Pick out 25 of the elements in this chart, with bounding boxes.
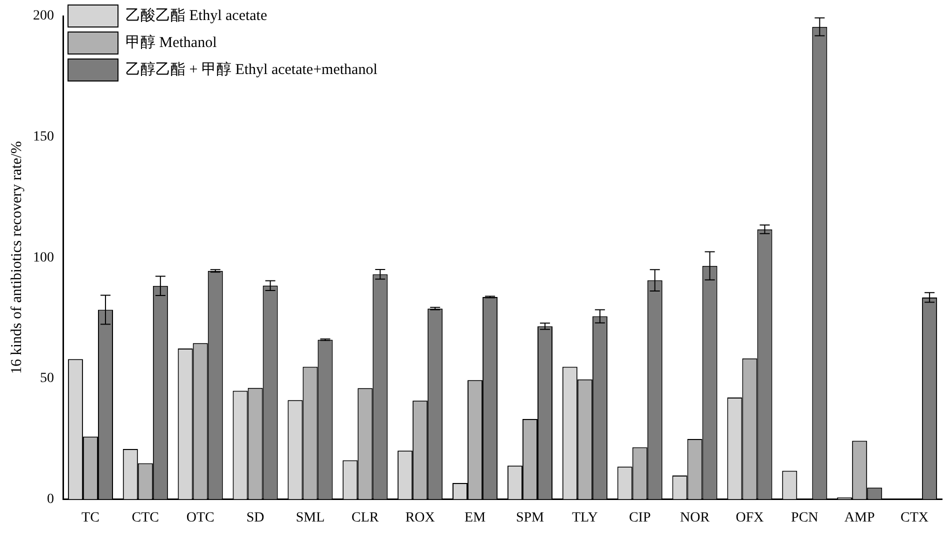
x-tick-label: CTC <box>132 510 160 526</box>
y-tick-label: 200 <box>33 8 54 24</box>
x-tick-label: CLR <box>352 510 380 526</box>
x-tick-label: NOR <box>680 510 710 526</box>
x-tick-label: PCN <box>791 510 818 526</box>
y-axis-title: 16 kinds of antibiotics recovery rate/% <box>8 141 25 374</box>
x-tick-label: SPM <box>516 510 545 526</box>
y-tick-label: 100 <box>33 250 54 266</box>
x-tick-label: EM <box>464 510 486 526</box>
x-tick-label: TC <box>82 510 100 526</box>
x-tick-label: SML <box>296 510 325 526</box>
x-tick-label: AMP <box>844 510 875 526</box>
x-tick-label: OFX <box>736 510 764 526</box>
x-tick-label: SD <box>246 510 264 526</box>
x-tick-label: TLY <box>572 510 598 526</box>
x-tick-label: CIP <box>628 510 651 526</box>
legend-label: 甲醇 Methanol <box>126 34 217 51</box>
x-tick-label: CTX <box>900 510 929 526</box>
legend-label: 乙醇乙酯 + 甲醇 Ethyl acetate+methanol <box>126 60 378 78</box>
x-tick-label: OTC <box>186 510 214 526</box>
y-tick-label: 0 <box>47 492 54 507</box>
y-tick-label: 50 <box>40 371 54 386</box>
y-tick-label: 150 <box>33 129 54 144</box>
x-tick-label: ROX <box>405 510 435 526</box>
legend-label: 乙酸乙酯 Ethyl acetate <box>126 6 268 24</box>
